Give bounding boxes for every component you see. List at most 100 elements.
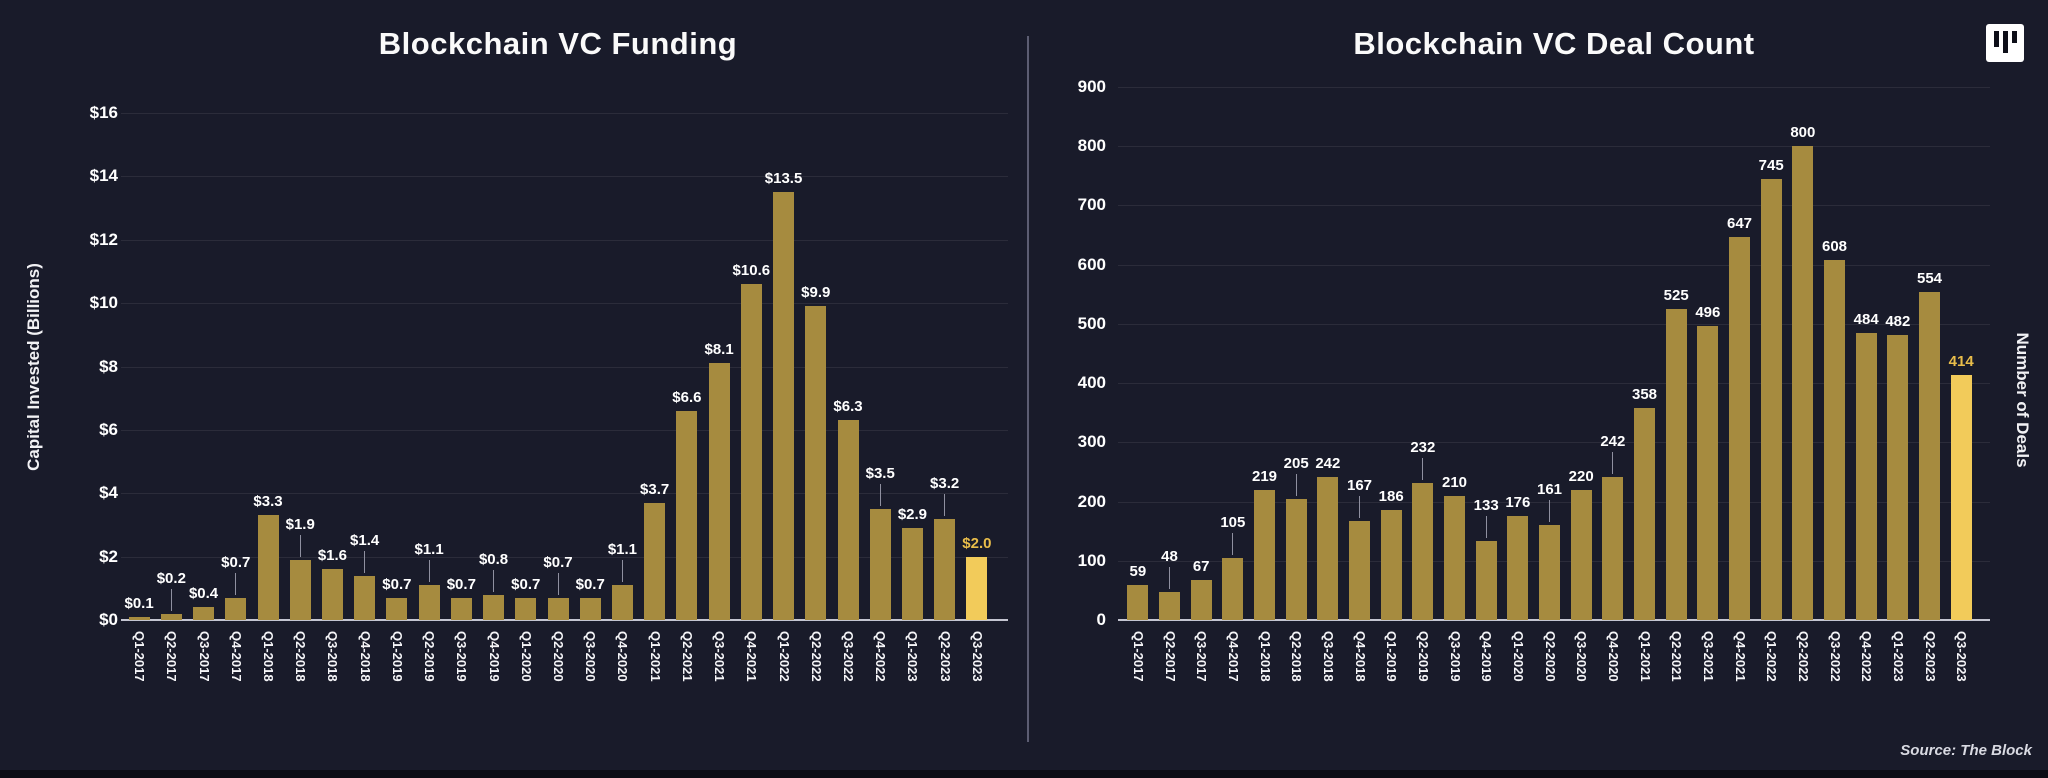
bar bbox=[1919, 291, 1940, 620]
x-tick-label: Q2-2023 bbox=[1922, 631, 1938, 682]
gridline bbox=[1118, 264, 1990, 266]
x-tick-label: Q1-2021 bbox=[647, 631, 663, 682]
y-tick-label: $12 bbox=[89, 229, 118, 249]
bar bbox=[1412, 482, 1434, 620]
bar bbox=[1855, 333, 1877, 620]
x-tick-label: Q2-2019 bbox=[422, 631, 438, 682]
label-leader-line bbox=[1295, 473, 1297, 496]
bar-value-label: 358 bbox=[1631, 385, 1658, 403]
bar bbox=[1349, 521, 1370, 620]
x-tick-label: Q2-2023 bbox=[937, 631, 953, 682]
gridline bbox=[121, 113, 1008, 114]
gridline bbox=[1118, 87, 1990, 88]
deals-y-axis-label: Number of Deals bbox=[2013, 332, 2032, 468]
x-tick-label: Q2-2020 bbox=[551, 631, 566, 682]
x-tick-label: Q3-2022 bbox=[1827, 631, 1843, 682]
bar-value-label: 59 bbox=[1129, 563, 1147, 581]
x-tick-label: Q4-2017 bbox=[1225, 631, 1241, 682]
x-tick-label: Q4-2021 bbox=[1732, 631, 1748, 682]
x-tick-label: Q3-2020 bbox=[1574, 631, 1590, 682]
deal-count-chart-title: Blockchain VC Deal Count bbox=[1353, 26, 1755, 61]
label-leader-line bbox=[1485, 516, 1487, 539]
bar bbox=[1665, 309, 1687, 620]
bar-value-label: $3.7 bbox=[640, 480, 670, 498]
label-leader-line bbox=[1422, 457, 1424, 480]
bar bbox=[1697, 326, 1719, 620]
bar bbox=[1444, 495, 1465, 620]
y-tick-label: $8 bbox=[99, 356, 118, 376]
x-axis-line bbox=[1118, 619, 1990, 621]
bar bbox=[1950, 374, 1972, 620]
bar-value-label: 647 bbox=[1726, 214, 1753, 232]
x-tick-label: Q1-2017 bbox=[132, 631, 148, 682]
label-leader-line bbox=[235, 572, 237, 595]
y-tick-label: 700 bbox=[1077, 195, 1106, 215]
bar-value-label: $0.8 bbox=[478, 550, 509, 568]
x-tick-label: Q4-2017 bbox=[228, 631, 244, 682]
x-tick-label: Q2-2019 bbox=[1415, 631, 1431, 682]
x-tick-label: Q3-2021 bbox=[712, 631, 728, 682]
x-tick-label: Q1-2021 bbox=[1637, 631, 1653, 682]
bar bbox=[515, 597, 537, 620]
x-tick-label: Q2-2022 bbox=[1795, 631, 1811, 682]
bar bbox=[1285, 498, 1307, 620]
bar bbox=[1792, 146, 1814, 620]
bar bbox=[1127, 585, 1149, 620]
bar bbox=[1824, 259, 1845, 620]
bar-value-label: 242 bbox=[1315, 454, 1341, 472]
the-block-logo-icon bbox=[1986, 24, 2024, 62]
gridline bbox=[1118, 442, 1990, 444]
bar-value-label: $1.9 bbox=[285, 515, 315, 533]
y-tick-label: 400 bbox=[1077, 373, 1106, 393]
y-tick-label: 0 bbox=[1096, 610, 1106, 629]
x-tick-label: Q3-2021 bbox=[1700, 631, 1716, 682]
x-tick-label: Q2-2018 bbox=[1289, 631, 1305, 682]
label-leader-line bbox=[493, 569, 495, 592]
bar-value-label: 232 bbox=[1410, 438, 1436, 456]
x-tick-label: Q3-2017 bbox=[1194, 631, 1210, 682]
gridline bbox=[121, 176, 1008, 178]
bar bbox=[708, 363, 730, 620]
bar bbox=[1507, 515, 1529, 620]
gridline bbox=[1118, 383, 1990, 385]
bar-value-label: $13.5 bbox=[764, 170, 803, 188]
x-tick-label: Q4-2022 bbox=[873, 631, 889, 682]
label-leader-line bbox=[1232, 532, 1234, 555]
bar-value-label: 554 bbox=[1916, 269, 1943, 287]
gridline bbox=[1118, 205, 1990, 207]
bar bbox=[289, 559, 311, 620]
x-tick-label: Q1-2020 bbox=[518, 631, 534, 682]
funding-y-axis-label: Capital Invested (Billions) bbox=[24, 263, 43, 471]
bar-value-label: 133 bbox=[1473, 497, 1499, 515]
bar-value-label: 48 bbox=[1161, 547, 1178, 565]
x-tick-label: Q4-2021 bbox=[744, 631, 760, 682]
bar bbox=[611, 585, 633, 620]
bar-value-label: $0.7 bbox=[446, 575, 476, 593]
bar-value-label: $10.6 bbox=[732, 262, 771, 280]
y-tick-label: 300 bbox=[1077, 432, 1106, 452]
x-tick-label: Q4-2019 bbox=[1479, 631, 1495, 682]
x-tick-label: Q3-2023 bbox=[969, 631, 985, 682]
bar-value-label: $6.6 bbox=[672, 388, 702, 406]
bar-value-label: $1.1 bbox=[607, 541, 638, 559]
y-tick-label: $10 bbox=[89, 293, 118, 313]
bar-value-label: 220 bbox=[1568, 467, 1594, 485]
chart-divider bbox=[1027, 36, 1029, 742]
bar-value-label: 167 bbox=[1346, 477, 1373, 495]
bar-value-label: 67 bbox=[1192, 558, 1210, 576]
bar-value-label: $3.2 bbox=[930, 474, 960, 492]
x-tick-label: Q3-2020 bbox=[583, 631, 599, 682]
label-leader-line bbox=[1612, 451, 1614, 474]
bar bbox=[547, 597, 569, 620]
x-tick-label: Q2-2021 bbox=[679, 631, 695, 682]
bar-value-label: 242 bbox=[1600, 432, 1626, 450]
bar bbox=[386, 597, 408, 620]
bar-value-label: 186 bbox=[1378, 487, 1404, 505]
gridline bbox=[121, 429, 1008, 431]
bar-value-label: 482 bbox=[1885, 312, 1911, 330]
bar bbox=[869, 509, 891, 620]
x-tick-label: Q2-2018 bbox=[293, 631, 309, 682]
x-tick-label: Q3-2018 bbox=[1320, 631, 1336, 682]
bar bbox=[740, 284, 762, 620]
